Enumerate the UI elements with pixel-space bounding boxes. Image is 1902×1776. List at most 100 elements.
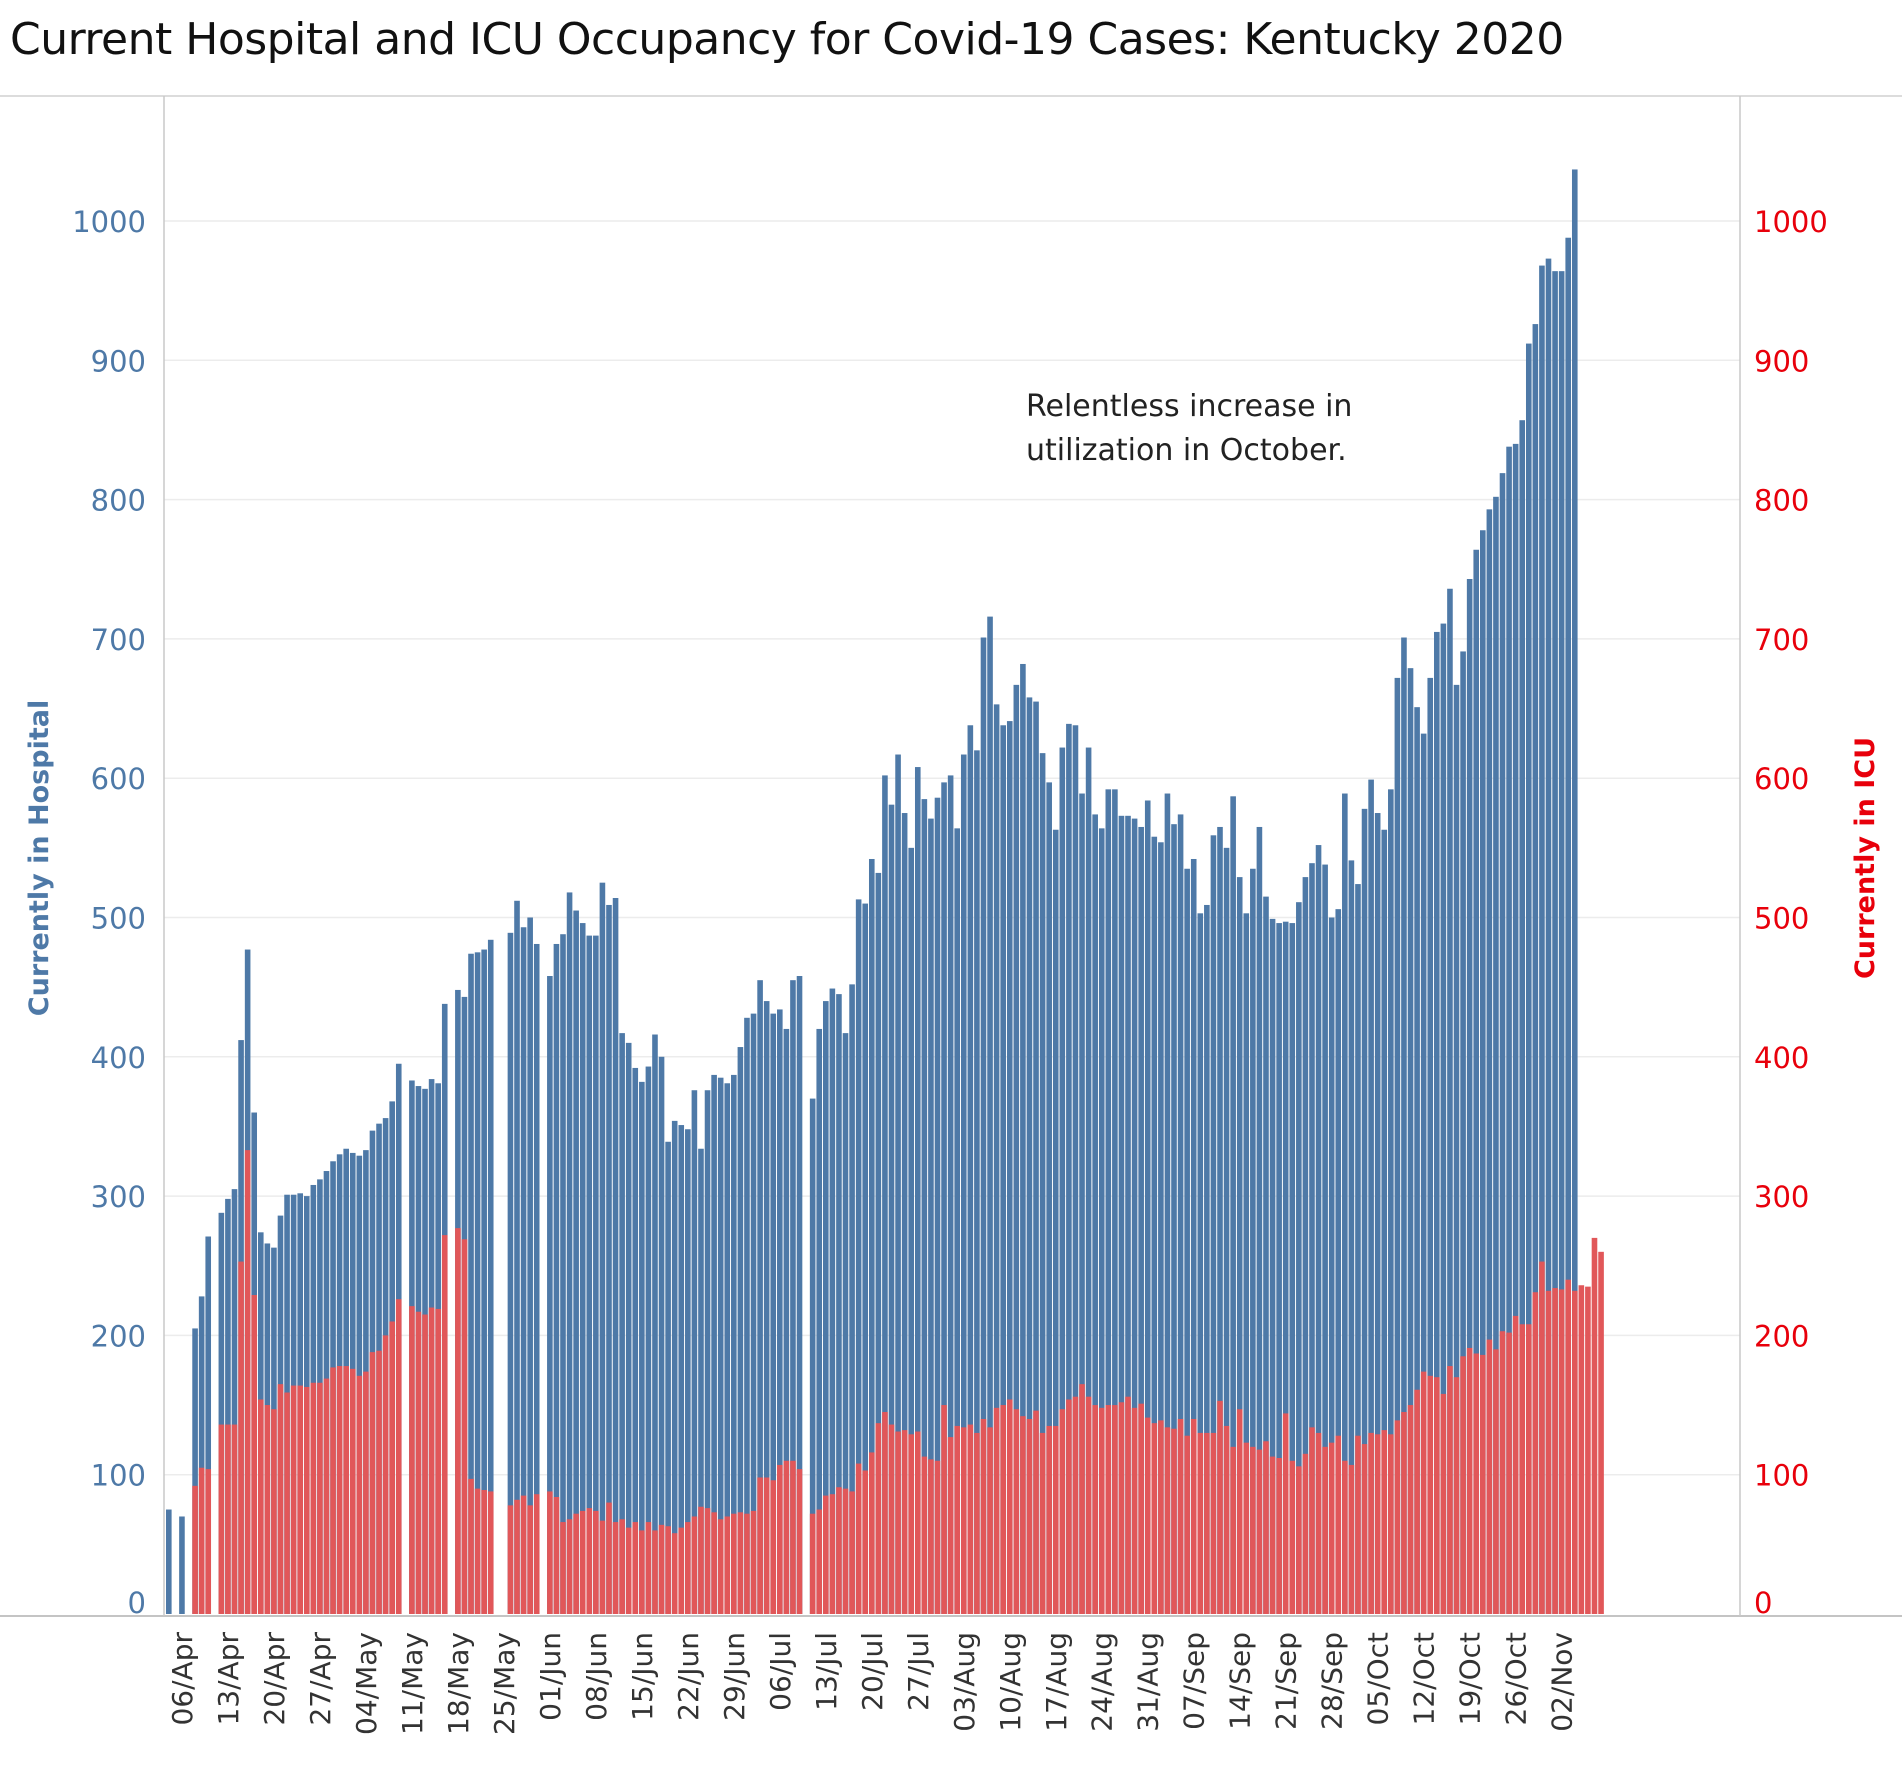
hospital-bar bbox=[1223, 847, 1230, 1614]
hospital-bar bbox=[868, 858, 875, 1614]
y-tick-label-left: 600 bbox=[91, 762, 146, 796]
hospital-bar bbox=[1079, 793, 1085, 1614]
hospital-bar bbox=[1026, 697, 1033, 1614]
icu-bar bbox=[954, 1425, 960, 1614]
hospital-bar bbox=[166, 1509, 172, 1614]
hospital-bar bbox=[1466, 579, 1473, 1614]
icu-bar bbox=[192, 1485, 198, 1614]
icu-bar bbox=[1591, 1237, 1598, 1614]
x-tick-label: 17/Aug bbox=[1040, 1632, 1073, 1732]
icu-bar bbox=[901, 1430, 908, 1614]
icu-bar bbox=[1276, 1457, 1282, 1614]
hospital-bar bbox=[836, 994, 842, 1614]
icu-bar bbox=[678, 1527, 685, 1614]
icu-bar bbox=[836, 1487, 842, 1614]
icu-bar bbox=[1519, 1324, 1526, 1614]
hospital-bar bbox=[1486, 509, 1493, 1615]
hospital-bar bbox=[652, 1034, 658, 1614]
icu-bar bbox=[1427, 1375, 1434, 1614]
hospital-bar bbox=[225, 1198, 231, 1614]
icu-bar bbox=[1453, 1377, 1460, 1614]
icu-bar bbox=[763, 1477, 770, 1614]
hospital-bar bbox=[179, 1516, 185, 1614]
icu-bar bbox=[1565, 1279, 1572, 1614]
icu-bar bbox=[1033, 1410, 1039, 1614]
icu-bar bbox=[993, 1407, 1000, 1614]
hospital-bar bbox=[1204, 904, 1210, 1614]
hospital-bar bbox=[750, 1013, 757, 1614]
x-tick-label: 26/Oct bbox=[1500, 1632, 1533, 1725]
annotation-line-2: utilization in October. bbox=[1026, 433, 1347, 468]
hospital-bar bbox=[1000, 725, 1006, 1614]
hospital-bar bbox=[671, 1120, 678, 1614]
icu-bar bbox=[1269, 1456, 1276, 1614]
hospital-bar bbox=[1151, 836, 1158, 1614]
hospital-bar bbox=[1302, 877, 1309, 1614]
hospital-bar bbox=[1434, 631, 1440, 1614]
icu-bar bbox=[553, 1496, 560, 1614]
icu-bar bbox=[1013, 1409, 1020, 1614]
icu-bar bbox=[796, 1469, 803, 1614]
hospital-bar bbox=[777, 1009, 783, 1614]
x-tick-label: 20/Jul bbox=[856, 1632, 889, 1711]
hospital-bar bbox=[829, 988, 836, 1614]
icu-bar bbox=[652, 1530, 658, 1614]
icu-bar bbox=[1026, 1418, 1033, 1614]
icu-bar bbox=[218, 1424, 225, 1614]
left-axis: 0 100 200 300 400 500 600 700 800 900 1000 bbox=[72, 205, 146, 1620]
icu-bar bbox=[783, 1460, 790, 1614]
x-tick-label: 19/Oct bbox=[1454, 1632, 1487, 1725]
hospital-bar bbox=[1085, 747, 1092, 1614]
hospital-bar bbox=[1525, 343, 1532, 1615]
hospital-bar bbox=[625, 1042, 632, 1614]
x-tick-label: 20/Apr bbox=[258, 1632, 291, 1726]
y-axis-label-left: Currently in Hospital bbox=[24, 700, 55, 1016]
icu-bar bbox=[882, 1412, 888, 1614]
icu-bar bbox=[1151, 1423, 1158, 1614]
hospital-bar bbox=[1282, 921, 1289, 1614]
icu-bar bbox=[967, 1424, 974, 1614]
hospital-bar bbox=[960, 754, 967, 1614]
x-tick-label: 10/Aug bbox=[994, 1632, 1027, 1732]
hospital-bar bbox=[1066, 723, 1072, 1614]
hospital-bar bbox=[704, 1090, 711, 1614]
icu-bar bbox=[658, 1524, 665, 1614]
icu-bar bbox=[1480, 1354, 1486, 1614]
icu-bar bbox=[1328, 1442, 1335, 1614]
hospital-bar bbox=[980, 637, 987, 1614]
icu-bar bbox=[914, 1431, 921, 1614]
icu-bar bbox=[1414, 1389, 1420, 1614]
hospital-bar bbox=[1322, 864, 1328, 1614]
hospital-bar bbox=[1460, 651, 1466, 1614]
x-tick-label: 13/Apr bbox=[212, 1632, 245, 1726]
icu-bar bbox=[323, 1378, 330, 1614]
hospital-bar bbox=[928, 818, 934, 1614]
icu-bar bbox=[777, 1464, 783, 1614]
hospital-bar bbox=[1414, 707, 1420, 1614]
hospital-bar bbox=[678, 1125, 685, 1614]
x-tick-label: 07/Sep bbox=[1178, 1632, 1211, 1730]
hospital-bar bbox=[1480, 530, 1486, 1614]
icu-bar bbox=[310, 1382, 317, 1614]
hospital-bar bbox=[553, 943, 560, 1614]
hospital-bar bbox=[1059, 747, 1066, 1614]
icu-bar bbox=[363, 1371, 369, 1614]
icu-bar bbox=[1571, 1290, 1578, 1614]
hospital-bar bbox=[1098, 828, 1105, 1614]
icu-bar bbox=[244, 1150, 251, 1614]
hospital-bar bbox=[724, 1083, 731, 1614]
icu-bar bbox=[225, 1424, 231, 1614]
hospital-bar bbox=[934, 797, 941, 1614]
annotation-line-1: Relentless increase in bbox=[1026, 389, 1352, 424]
icu-bar bbox=[566, 1519, 573, 1614]
icu-bar bbox=[1112, 1405, 1118, 1614]
hospital-bar bbox=[1381, 829, 1388, 1614]
icu-bar bbox=[1177, 1418, 1184, 1614]
icu-bar bbox=[1000, 1405, 1006, 1614]
icu-bar bbox=[974, 1432, 980, 1614]
hospital-bar bbox=[573, 910, 579, 1614]
icu-bar bbox=[395, 1299, 402, 1614]
hospital-bar bbox=[698, 1148, 704, 1614]
hospital-bar bbox=[914, 767, 921, 1614]
